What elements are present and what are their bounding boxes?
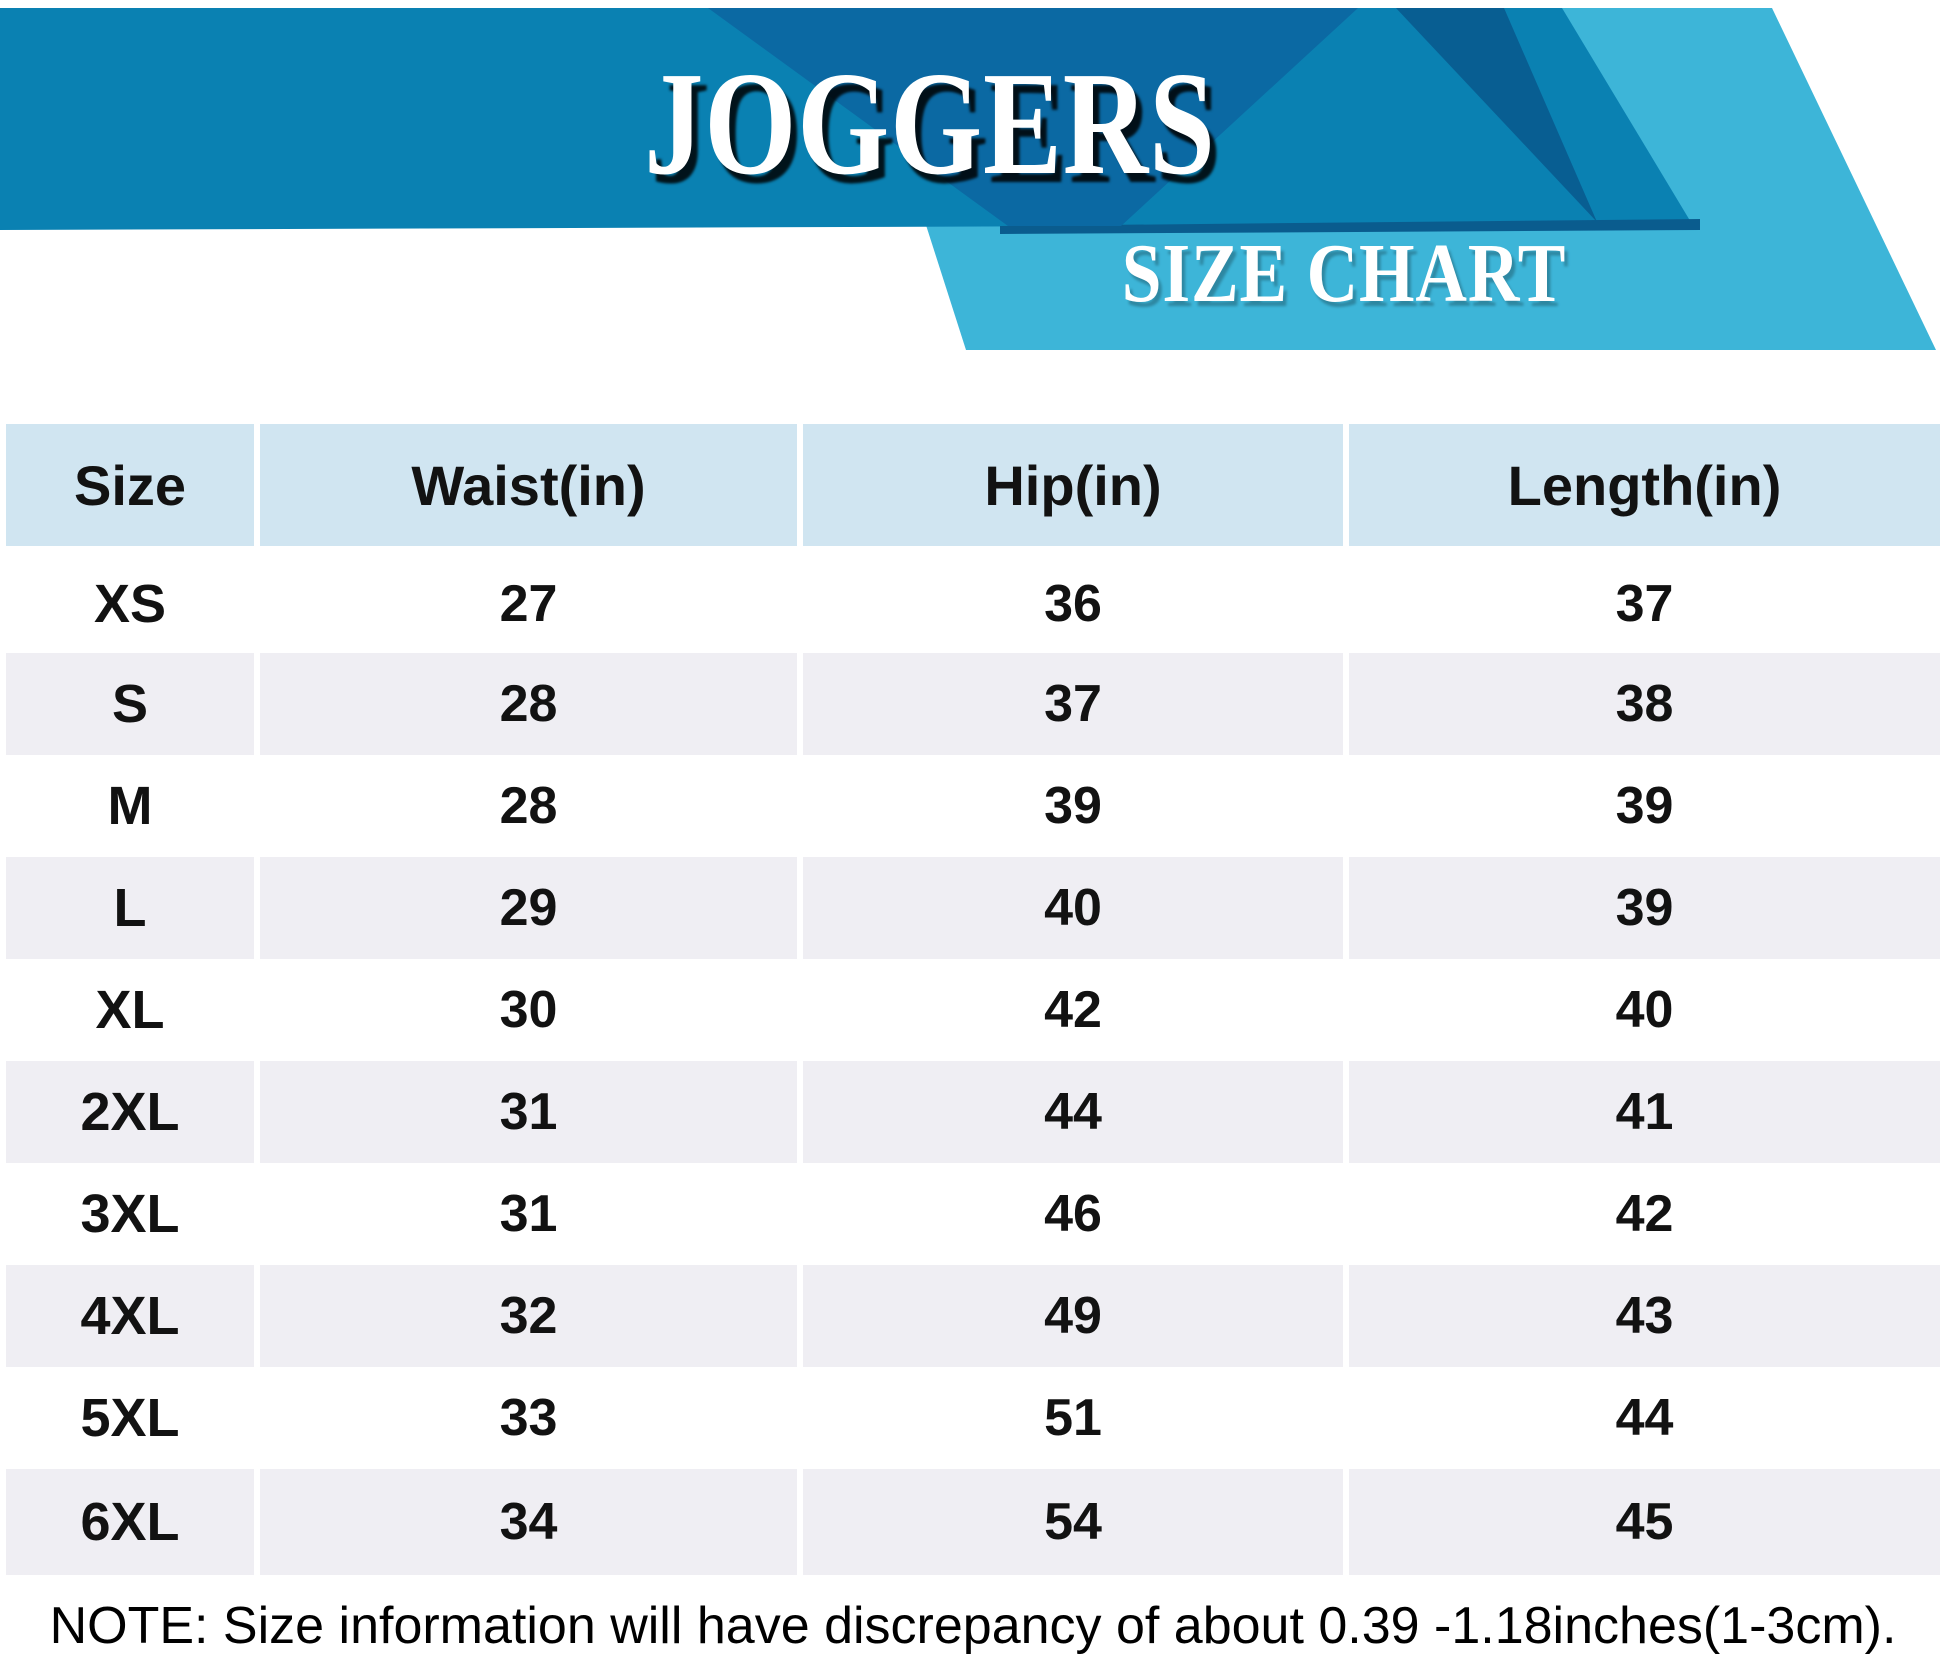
size-cell: L [6, 857, 254, 959]
table-body: XS 27 36 37 S 28 37 38 M 28 39 39 L 29 40 39 XL 30 42 40 2XL… [6, 555, 1940, 1575]
value-cell: 36 [1044, 575, 1102, 633]
value-cell: 40 [803, 857, 1343, 959]
size-note: NOTE: Size information will have discrep… [49, 1597, 1897, 1655]
value-cell: 32 [260, 1265, 797, 1367]
size-cell: XL [95, 980, 165, 1040]
table-row: 2XL 31 44 41 [6, 1061, 1940, 1163]
size-cell: XS [93, 574, 167, 634]
size-cell: 2XL [6, 1061, 254, 1163]
value-cell: 39 [1615, 777, 1674, 835]
value-cell: 28 [499, 777, 558, 835]
size-cell: 5XL [80, 1388, 180, 1448]
value-cell: 54 [803, 1469, 1343, 1575]
table-header-row: Size Waist(in) Hip(in) Length(in) [6, 424, 1940, 546]
table-row: XL 30 42 40 [6, 959, 1940, 1061]
table-row: 5XL 33 51 44 [6, 1367, 1940, 1469]
size-cell: S [6, 653, 254, 755]
column-header-waist: Waist(in) [260, 424, 797, 546]
value-cell: 42 [1044, 981, 1102, 1039]
table-row: XS 27 36 37 [6, 555, 1940, 653]
size-cell: 3XL [80, 1184, 180, 1244]
value-cell: 40 [1615, 981, 1674, 1039]
value-cell: 39 [1349, 857, 1940, 959]
column-header-hip: Hip(in) [803, 424, 1343, 546]
chart-subtitle: SIZE CHART [1121, 227, 1567, 320]
size-cell: 6XL [6, 1469, 254, 1575]
value-cell: 41 [1349, 1061, 1940, 1163]
table-row: 4XL 32 49 43 [6, 1265, 1940, 1367]
table-row: 3XL 31 46 42 [6, 1163, 1940, 1265]
table-row: 6XL 34 54 45 [6, 1469, 1940, 1575]
value-cell: 46 [1044, 1185, 1102, 1243]
value-cell: 29 [260, 857, 797, 959]
value-cell: 45 [1349, 1469, 1940, 1575]
value-cell: 27 [499, 575, 558, 633]
table-row: L 29 40 39 [6, 857, 1940, 959]
value-cell: 43 [1349, 1265, 1940, 1367]
value-cell: 51 [1044, 1389, 1102, 1447]
value-cell: 44 [803, 1061, 1343, 1163]
value-cell: 39 [1044, 777, 1102, 835]
column-header-length: Length(in) [1349, 424, 1940, 546]
value-cell: 30 [499, 981, 558, 1039]
value-cell: 44 [1615, 1389, 1674, 1447]
value-cell: 37 [1615, 575, 1674, 633]
value-cell: 42 [1615, 1185, 1674, 1243]
size-cell: M [107, 776, 153, 836]
value-cell: 31 [499, 1185, 558, 1243]
value-cell: 33 [499, 1389, 558, 1447]
size-table: Size Waist(in) Hip(in) Length(in) XS 27 36… [6, 424, 1940, 1575]
chart-title: JOGGERS [644, 42, 1216, 206]
value-cell: 37 [803, 653, 1343, 755]
column-header-size: Size [6, 424, 254, 546]
size-cell: 4XL [6, 1265, 254, 1367]
table-row: M 28 39 39 [6, 755, 1940, 857]
value-cell: 28 [260, 653, 797, 755]
value-cell: 34 [260, 1469, 797, 1575]
table-row: S 28 37 38 [6, 653, 1940, 755]
value-cell: 31 [260, 1061, 797, 1163]
value-cell: 38 [1349, 653, 1940, 755]
value-cell: 49 [803, 1265, 1343, 1367]
